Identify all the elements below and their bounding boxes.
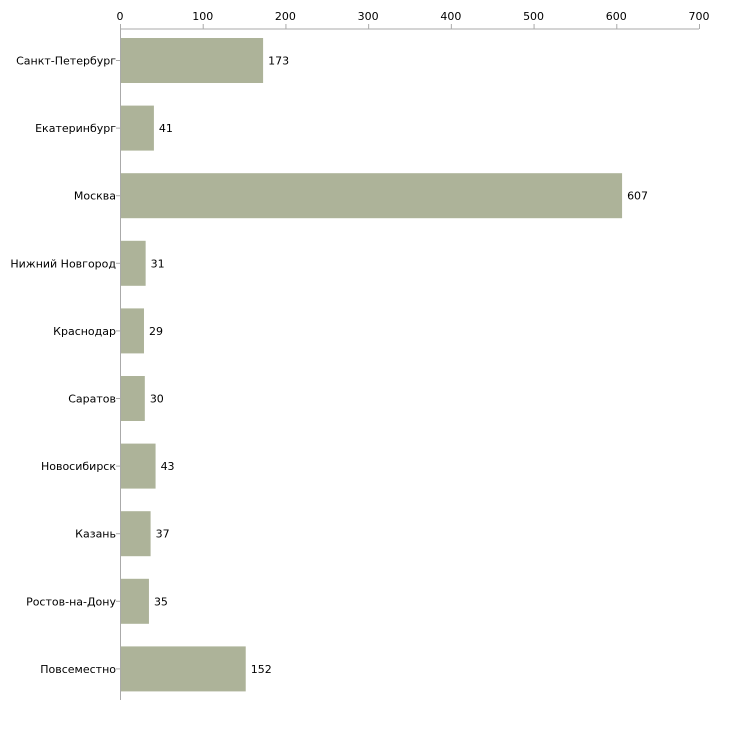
- category-label: Санкт-Петербург: [16, 55, 116, 68]
- data-label: 607: [627, 190, 648, 203]
- data-label: 35: [154, 595, 168, 608]
- bar: [121, 38, 264, 83]
- category-label: Ростов-на-Дону: [26, 595, 116, 608]
- bars: [121, 38, 623, 692]
- data-label: 152: [251, 663, 272, 676]
- x-tick-label: 500: [523, 10, 544, 23]
- category-label: Екатеринбург: [35, 122, 116, 135]
- data-label: 37: [156, 528, 170, 541]
- category-label: Новосибирск: [41, 460, 116, 473]
- data-label: 31: [151, 257, 165, 270]
- bar: [121, 578, 149, 624]
- data-label: 43: [161, 460, 175, 473]
- bar: [121, 376, 145, 421]
- category-label: Москва: [74, 190, 116, 203]
- x-tick-label: 100: [192, 10, 213, 23]
- value-labels: 173 41 607 31 29 30 43 37 35 152: [149, 55, 648, 676]
- bar: [121, 308, 144, 354]
- category-label: Саратов: [68, 393, 116, 406]
- bar: [121, 511, 151, 557]
- x-tick-label: 700: [689, 10, 710, 23]
- x-tick-label: 0: [117, 10, 124, 23]
- data-label: 41: [159, 122, 173, 135]
- x-tick-label: 400: [440, 10, 461, 23]
- bar: [121, 173, 623, 219]
- category-labels: Санкт-Петербург Екатеринбург Москва Нижний …: [10, 55, 116, 676]
- category-label: Краснодар: [53, 325, 116, 338]
- category-label: Нижний Новгород: [10, 257, 116, 270]
- data-label: 29: [149, 325, 163, 338]
- axes: [116, 28, 699, 700]
- x-axis-ticks: 0 100 200 300 400 500 600 700: [117, 10, 710, 29]
- category-label: Повсеместно: [40, 663, 116, 676]
- category-label: Казань: [75, 528, 116, 541]
- x-tick-label: 300: [358, 10, 379, 23]
- bar: [121, 443, 156, 489]
- bar: [121, 240, 146, 286]
- x-tick-label: 200: [275, 10, 296, 23]
- bar: [121, 646, 246, 692]
- data-label: 173: [268, 55, 289, 68]
- bar: [121, 105, 154, 151]
- x-tick-label: 600: [606, 10, 627, 23]
- data-label: 30: [150, 393, 164, 406]
